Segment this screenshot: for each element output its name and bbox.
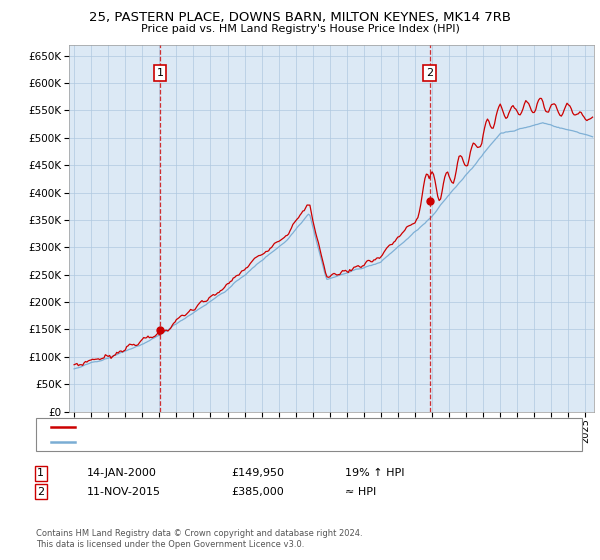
Text: This data is licensed under the Open Government Licence v3.0.: This data is licensed under the Open Gov…	[36, 540, 304, 549]
Text: 19% ↑ HPI: 19% ↑ HPI	[345, 468, 404, 478]
Text: 1: 1	[37, 468, 44, 478]
Text: 11-NOV-2015: 11-NOV-2015	[87, 487, 161, 497]
Text: ≈ HPI: ≈ HPI	[345, 487, 376, 497]
Text: Price paid vs. HM Land Registry's House Price Index (HPI): Price paid vs. HM Land Registry's House …	[140, 24, 460, 34]
Text: 2: 2	[37, 487, 44, 497]
Text: 25, PASTERN PLACE, DOWNS BARN, MILTON KEYNES, MK14 7RB (detached house): 25, PASTERN PLACE, DOWNS BARN, MILTON KE…	[79, 423, 448, 432]
Text: 1: 1	[157, 68, 164, 78]
Text: Contains HM Land Registry data © Crown copyright and database right 2024.: Contains HM Land Registry data © Crown c…	[36, 529, 362, 538]
Text: 2: 2	[426, 68, 433, 78]
Text: £149,950: £149,950	[231, 468, 284, 478]
Text: 14-JAN-2000: 14-JAN-2000	[87, 468, 157, 478]
Text: £385,000: £385,000	[231, 487, 284, 497]
Text: HPI: Average price, detached house, Milton Keynes: HPI: Average price, detached house, Milt…	[79, 437, 310, 446]
Text: 25, PASTERN PLACE, DOWNS BARN, MILTON KEYNES, MK14 7RB: 25, PASTERN PLACE, DOWNS BARN, MILTON KE…	[89, 11, 511, 24]
